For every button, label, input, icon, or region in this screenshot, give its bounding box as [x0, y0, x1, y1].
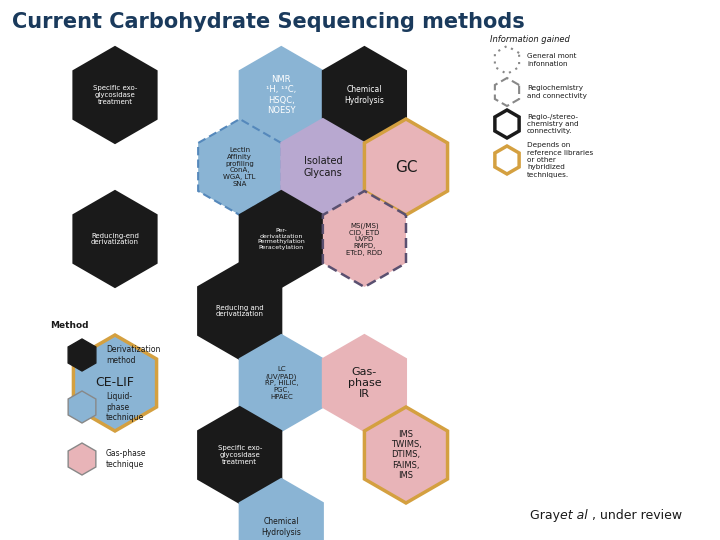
- Text: Specific exo-
glycosidase
treatment: Specific exo- glycosidase treatment: [217, 446, 262, 465]
- Text: Reducing-end
derivatization: Reducing-end derivatization: [91, 233, 139, 245]
- Text: Method: Method: [50, 321, 89, 329]
- Polygon shape: [68, 443, 96, 475]
- Text: LC
(UV/PAD)
RP, HILIC,
PGC,
HPAEC: LC (UV/PAD) RP, HILIC, PGC, HPAEC: [264, 366, 298, 400]
- Polygon shape: [495, 146, 519, 174]
- Text: Reducing and
derivatization: Reducing and derivatization: [216, 305, 264, 318]
- Polygon shape: [68, 339, 96, 371]
- Text: IMS
TWIMS,
DTIMS,
FAIMS,
IMS: IMS TWIMS, DTIMS, FAIMS, IMS: [390, 430, 421, 480]
- Polygon shape: [495, 110, 519, 138]
- Text: Lectin
Affinity
profiling
ConA,
WGA, LTL
SNA: Lectin Affinity profiling ConA, WGA, LTL…: [223, 147, 256, 187]
- Polygon shape: [323, 335, 406, 431]
- Text: General mont
infonnation: General mont infonnation: [527, 53, 577, 66]
- Polygon shape: [364, 119, 448, 215]
- Text: et al: et al: [560, 509, 588, 522]
- Text: Gray: Gray: [530, 509, 564, 522]
- Polygon shape: [73, 191, 156, 287]
- Polygon shape: [323, 191, 406, 287]
- Text: Current Carbohydrate Sequencing methods: Current Carbohydrate Sequencing methods: [12, 12, 525, 32]
- Polygon shape: [240, 479, 323, 540]
- Text: Liquid-
phase
technique: Liquid- phase technique: [106, 392, 144, 422]
- Text: MS(/MS)
CID, ETD
UVPD
RMPD,
ETcD, RDD: MS(/MS) CID, ETD UVPD RMPD, ETcD, RDD: [346, 222, 382, 256]
- Polygon shape: [323, 47, 406, 143]
- Text: Regiochemistry
and connectivity: Regiochemistry and connectivity: [527, 85, 587, 99]
- Text: Per-
derivatization
Permethylation
Peracetylation: Per- derivatization Permethylation Perac…: [258, 228, 305, 250]
- Text: Derivatization
method: Derivatization method: [106, 345, 161, 364]
- Text: NMR
¹H, ¹³C,
HSQC,
NOESY: NMR ¹H, ¹³C, HSQC, NOESY: [266, 76, 297, 114]
- Text: Information gained: Information gained: [490, 35, 570, 44]
- Polygon shape: [282, 119, 364, 215]
- Text: , under review: , under review: [592, 509, 682, 522]
- Text: Regio-/stereo-
chemistry and
connectivity.: Regio-/stereo- chemistry and connectivit…: [527, 114, 579, 134]
- Text: Gas-
phase
IR: Gas- phase IR: [348, 367, 381, 399]
- Polygon shape: [240, 47, 323, 143]
- Polygon shape: [495, 46, 519, 74]
- Text: GC: GC: [395, 159, 417, 174]
- Polygon shape: [198, 119, 282, 215]
- Polygon shape: [198, 407, 282, 503]
- Text: Gas-phase
technique: Gas-phase technique: [106, 449, 146, 469]
- Text: Depends on
reference libraries
or other
hybridized
techniques.: Depends on reference libraries or other …: [527, 143, 593, 178]
- Polygon shape: [198, 263, 282, 359]
- Polygon shape: [68, 391, 96, 423]
- Polygon shape: [240, 335, 323, 431]
- Text: CE-LIF: CE-LIF: [96, 376, 135, 389]
- Polygon shape: [495, 78, 519, 106]
- Text: Specific exo-
glycosidase
treatment: Specific exo- glycosidase treatment: [93, 85, 138, 105]
- Text: Isolated
Glycans: Isolated Glycans: [303, 157, 342, 178]
- Text: Chemical
Hydrolysis: Chemical Hydrolysis: [344, 85, 384, 105]
- Polygon shape: [240, 191, 323, 287]
- Text: Chemical
Hydrolysis: Chemical Hydrolysis: [261, 517, 301, 537]
- Polygon shape: [73, 47, 156, 143]
- Polygon shape: [364, 407, 448, 503]
- Polygon shape: [73, 335, 156, 431]
